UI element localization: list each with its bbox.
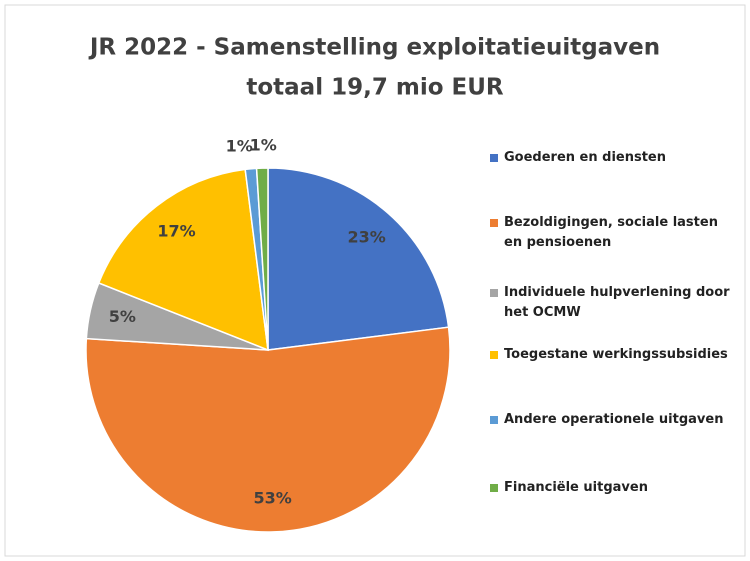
legend-swatch (490, 484, 498, 492)
legend-swatch (490, 289, 498, 297)
legend-swatch (490, 154, 498, 162)
legend-item: Bezoldigingen, sociale lasten en pensioe… (490, 213, 740, 253)
legend-label: Financiële uitgaven (504, 480, 648, 495)
legend-item: Individuele hulpverlening door het OCMW (490, 283, 740, 323)
data-label: 23% (348, 228, 386, 247)
legend-label: Andere operationele uitgaven (504, 412, 724, 427)
legend-item: Toegestane werkingssubsidies (490, 345, 740, 365)
data-label: 53% (254, 489, 292, 508)
legend-label: Individuele hulpverlening door het OCMW (504, 285, 730, 320)
pie-slice (85, 326, 451, 533)
data-label: 5% (109, 307, 136, 326)
legend-item: Andere operationele uitgaven (490, 410, 740, 430)
legend-item: Financiële uitgaven (490, 478, 740, 498)
data-label: 1% (250, 136, 277, 155)
legend-item: Goederen en diensten (490, 148, 740, 168)
data-label: 17% (157, 222, 195, 241)
pie-slice (267, 167, 450, 351)
data-label: 1% (226, 136, 253, 155)
chart-title: JR 2022 - Samenstelling exploitatieuitga… (88, 35, 660, 61)
legend-label: Toegestane werkingssubsidies (504, 347, 728, 362)
legend-swatch (490, 416, 498, 424)
legend-label: Goederen en diensten (504, 150, 667, 165)
pie-slice (255, 167, 269, 351)
legend-swatch (490, 351, 498, 359)
legend-swatch (490, 219, 498, 227)
pie-slice (97, 168, 269, 352)
chart-title: totaal 19,7 mio EUR (246, 75, 504, 101)
legend-label: Bezoldigingen, sociale lasten en pensioe… (504, 215, 718, 250)
